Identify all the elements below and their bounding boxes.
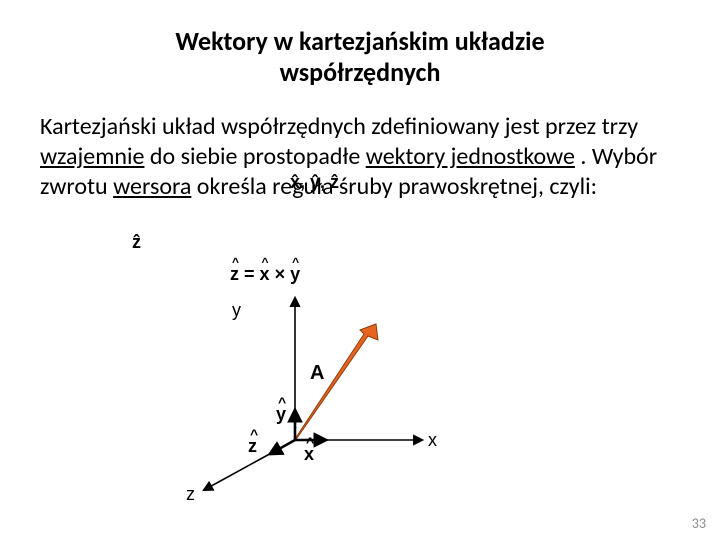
- x-axis-label: x: [428, 430, 437, 451]
- unit-z-arrow: [270, 440, 295, 454]
- unit-z-label: z: [248, 436, 257, 456]
- slide: Wektory w kartezjańskim układzie współrz…: [0, 0, 720, 540]
- slide-title: Wektory w kartezjańskim układzie współrz…: [40, 26, 680, 88]
- unit-y-label: y: [276, 404, 286, 424]
- para-1: Kartezjański układ współrzędnych zdefini…: [40, 112, 638, 141]
- para-3-u: wersora: [113, 172, 191, 201]
- para-1-u: wzajemnie: [40, 142, 144, 171]
- z-hat-overlay: ẑ: [132, 232, 141, 253]
- vector-a-label: A: [310, 362, 324, 385]
- page-number: 33: [692, 515, 706, 532]
- diagram-svg: [190, 280, 450, 510]
- xyz-hats-overlay: x̂, ŷ, ẑ: [290, 172, 339, 193]
- z-axis-label: z: [186, 484, 195, 505]
- body-paragraph: Kartezjański układ współrzędnych zdefini…: [40, 112, 680, 202]
- unit-x-label: x: [304, 444, 314, 464]
- vector-a: [293, 324, 378, 442]
- para-3-mid: określa reguła śruby prawoskrętnej, czyl…: [191, 172, 597, 201]
- y-axis-label: y: [232, 300, 241, 321]
- coordinate-diagram: x y z A x y z: [190, 280, 450, 510]
- para-1-mid: do siebie prostopadłe: [144, 142, 365, 171]
- para-2-u: wektory jednostkowe: [366, 142, 575, 171]
- title-line-1: Wektory w kartezjańskim układzie: [175, 25, 544, 57]
- title-line-2: współrzędnych: [280, 56, 441, 88]
